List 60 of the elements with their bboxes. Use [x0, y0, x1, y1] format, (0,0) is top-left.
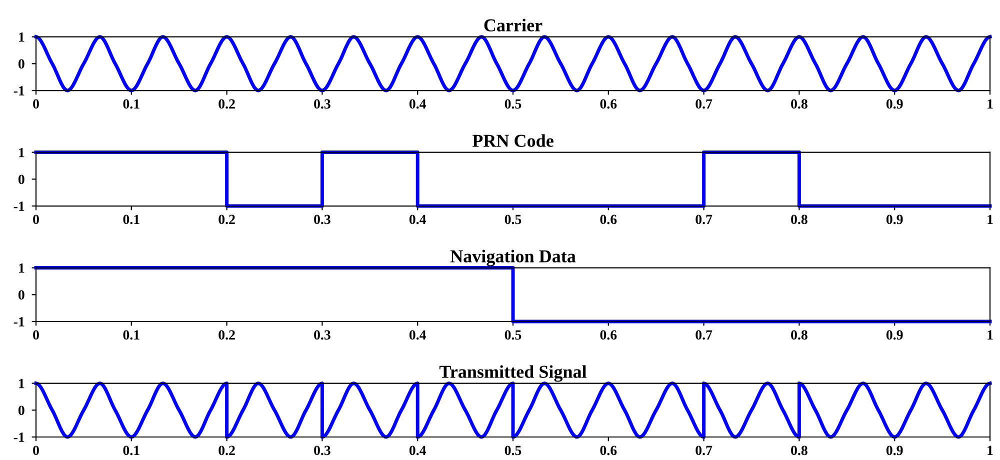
- x-tick-label: 0.6: [600, 214, 617, 224]
- x-tick-label: 0.1: [123, 330, 140, 340]
- chart-title: Carrier: [484, 18, 542, 32]
- x-tick-label: 0.6: [600, 446, 617, 456]
- y-tick-label: -1: [14, 432, 24, 442]
- x-tick-label: 0.5: [504, 330, 522, 340]
- x-tick-label: 1: [988, 446, 993, 455]
- x-tick-label: 0.4: [409, 99, 426, 109]
- x-tick-label: 0.9: [886, 330, 903, 340]
- y-tick-label: 1: [19, 263, 24, 273]
- x-tick-label: 0.6: [600, 99, 617, 109]
- x-tick-label: 0.2: [218, 99, 235, 109]
- x-tick-label: 1: [988, 214, 993, 224]
- y-tick-label: 1: [19, 148, 24, 158]
- x-tick-label: 0.5: [504, 446, 522, 456]
- x-tick-label: 0.8: [791, 99, 808, 109]
- x-tick-label: 0.4: [409, 446, 426, 456]
- chart-title: PRN Code: [472, 134, 554, 147]
- x-tick-label: 0.8: [791, 330, 808, 340]
- x-tick-label: 0.4: [409, 214, 426, 224]
- chart-title: Transmitted Signal: [439, 365, 587, 382]
- y-tick-label: 1: [19, 378, 24, 388]
- y-tick-label: 0: [18, 406, 24, 416]
- chart-title: Navigation Data: [450, 250, 576, 266]
- x-tick-label: 0.6: [600, 330, 617, 340]
- y-tick-label: -1: [14, 202, 24, 211]
- x-tick-label: 0.8: [791, 446, 808, 456]
- x-tick-label: 0.9: [886, 214, 903, 224]
- x-tick-label: 1: [988, 330, 993, 340]
- x-tick-label: 0.8: [791, 214, 808, 224]
- x-tick-label: 0.2: [218, 446, 235, 456]
- x-tick-label: 1: [988, 99, 993, 108]
- x-tick-label: 0.1: [123, 99, 140, 109]
- x-tick-label: 0.3: [314, 446, 330, 456]
- x-tick-label: 0.5: [504, 214, 522, 224]
- x-tick-label: 0.9: [886, 446, 903, 456]
- x-tick-label: 0: [33, 446, 39, 456]
- x-tick-label: 0.3: [314, 330, 330, 340]
- x-tick-label: 0.7: [696, 99, 712, 109]
- x-tick-label: 0.4: [409, 330, 426, 340]
- x-tick-label: 0.2: [218, 214, 235, 224]
- x-tick-label: 0.7: [696, 446, 712, 456]
- x-tick-label: 0: [33, 330, 39, 340]
- x-tick-label: 0.9: [886, 99, 903, 109]
- x-tick-label: 0.3: [314, 214, 330, 224]
- x-tick-label: 0: [33, 214, 39, 224]
- x-tick-label: 0.2: [218, 330, 235, 340]
- y-tick-label: 1: [19, 32, 24, 42]
- y-tick-label: 0: [18, 59, 24, 69]
- x-tick-label: 0.1: [123, 214, 140, 224]
- x-tick-label: 0.7: [696, 330, 712, 340]
- x-tick-label: 0: [33, 99, 39, 109]
- y-tick-label: -1: [14, 86, 24, 96]
- y-tick-label: 0: [18, 174, 24, 184]
- x-tick-label: 0.5: [504, 99, 522, 109]
- y-tick-label: -1: [14, 317, 24, 326]
- x-tick-label: 0.1: [123, 446, 140, 456]
- y-tick-label: 0: [18, 290, 24, 300]
- x-tick-label: 0.7: [696, 214, 712, 224]
- x-tick-label: 0.3: [314, 99, 330, 109]
